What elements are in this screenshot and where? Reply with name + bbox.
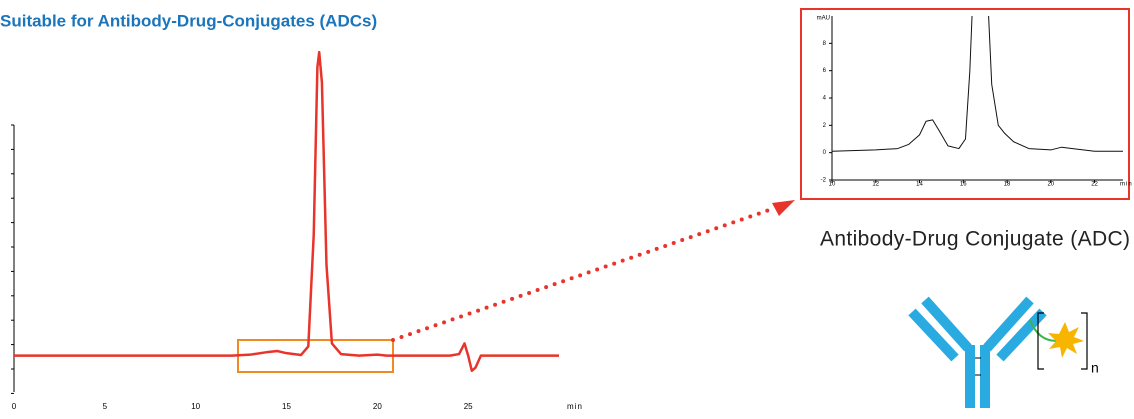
y-tick-label: -2 bbox=[821, 178, 827, 184]
x-tick-label: 0 bbox=[12, 402, 17, 411]
x-tick-label: 14 bbox=[916, 182, 923, 188]
x-tick-label: 18 bbox=[1004, 182, 1011, 188]
x-tick-label: 25 bbox=[464, 402, 473, 411]
x-tick-label: 20 bbox=[1047, 182, 1054, 188]
caption: Antibody-Drug Conjugate (ADC) bbox=[820, 228, 1130, 251]
x-tick-label: 12 bbox=[872, 182, 879, 188]
inset-frame bbox=[800, 8, 1130, 200]
x-axis-label: min bbox=[567, 402, 583, 411]
y-tick-label: 0 bbox=[823, 150, 827, 156]
zoom-pointer bbox=[391, 206, 777, 342]
x-tick-label: 10 bbox=[191, 402, 200, 411]
trace bbox=[14, 50, 559, 373]
brackets bbox=[1037, 312, 1088, 370]
antibody-icon bbox=[908, 296, 1047, 408]
x-tick-label: 5 bbox=[103, 402, 108, 411]
x-tick-label: 16 bbox=[960, 182, 967, 188]
y-tick-label: 6 bbox=[823, 68, 827, 74]
x-tick-label: 22 bbox=[1091, 182, 1098, 188]
drug-payload bbox=[1048, 322, 1084, 358]
y-axis-label: mAU bbox=[817, 16, 830, 22]
trace bbox=[832, 16, 1123, 152]
title: Suitable for Antibody-Drug-Conjugates (A… bbox=[0, 11, 377, 30]
y-tick-label: 8 bbox=[823, 41, 827, 47]
pointer-head bbox=[772, 200, 795, 216]
x-tick-label: 20 bbox=[373, 402, 382, 411]
x-tick-label: 15 bbox=[282, 402, 291, 411]
x-axis-label: min bbox=[1120, 182, 1133, 188]
y-tick-label: 2 bbox=[823, 123, 827, 129]
x-tick-label: 10 bbox=[829, 182, 836, 188]
y-tick-label: 4 bbox=[823, 96, 827, 102]
subscript: n bbox=[1091, 360, 1099, 376]
